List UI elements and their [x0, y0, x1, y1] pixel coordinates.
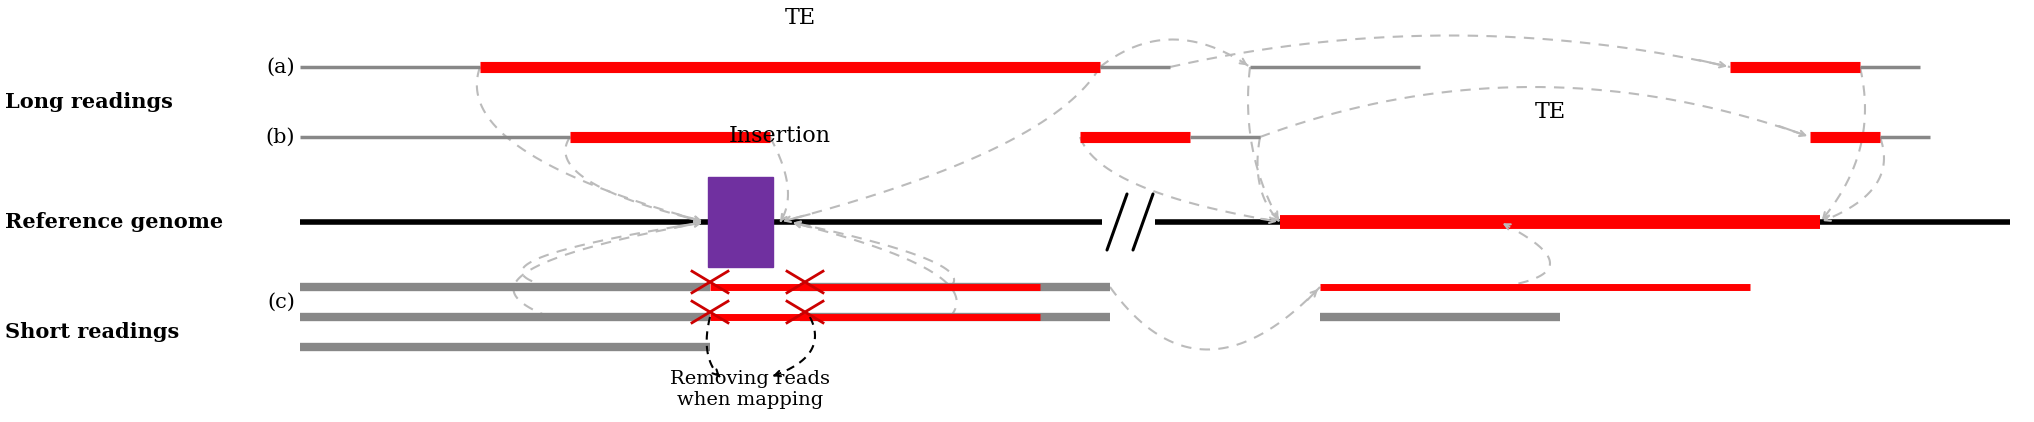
Text: Reference genome: Reference genome [4, 212, 224, 232]
Text: (b): (b) [266, 127, 295, 146]
Text: (c): (c) [266, 292, 295, 311]
Text: Short readings: Short readings [4, 322, 179, 342]
Text: (a): (a) [266, 57, 295, 76]
Bar [708, 177, 773, 267]
Text: Long readings: Long readings [4, 92, 173, 112]
Text: Removing reads
when mapping: Removing reads when mapping [669, 370, 830, 409]
Text: TE: TE [1534, 101, 1566, 123]
Text: Insertion: Insertion [728, 125, 832, 147]
Text: TE: TE [785, 7, 816, 29]
